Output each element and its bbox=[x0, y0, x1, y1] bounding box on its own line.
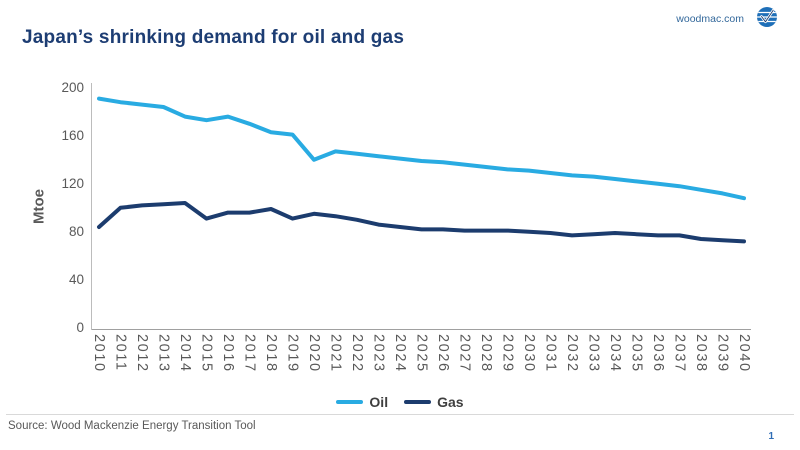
page-number: 1 bbox=[768, 431, 774, 442]
legend-item-oil: Oil bbox=[336, 394, 388, 410]
legend-swatch-oil-icon bbox=[336, 399, 364, 405]
x-axis-tick-label: 2035 bbox=[628, 334, 645, 373]
y-axis-tick-label: 160 bbox=[61, 128, 84, 143]
x-axis-tick-label: 2033 bbox=[585, 334, 602, 373]
x-axis-tick-label: 2020 bbox=[306, 334, 322, 373]
legend-item-gas: Gas bbox=[404, 394, 464, 410]
x-axis-tick-label: 2012 bbox=[134, 334, 150, 373]
y-axis-tick-label: 120 bbox=[61, 176, 84, 191]
x-axis-tick-label: 2028 bbox=[478, 334, 494, 373]
y-axis-tick-label: 0 bbox=[76, 320, 84, 335]
demand-line-chart bbox=[91, 83, 751, 330]
footer-divider bbox=[6, 414, 794, 415]
x-axis-tick-label: 2031 bbox=[542, 334, 559, 373]
x-axis-tick-label: 2038 bbox=[693, 334, 709, 373]
y-axis-tick-label: 40 bbox=[68, 272, 84, 287]
x-axis-tick-label: 2015 bbox=[198, 334, 215, 373]
page-title: Japan’s shrinking demand for oil and gas bbox=[22, 27, 405, 48]
series-line-gas bbox=[97, 201, 746, 244]
legend-label: Gas bbox=[437, 394, 464, 410]
x-axis-tick-label: 2010 bbox=[91, 334, 107, 373]
source-note: Source: Wood Mackenzie Energy Transition… bbox=[8, 420, 256, 432]
x-axis-tick-label: 2037 bbox=[671, 334, 688, 373]
x-axis-tick-label: 2036 bbox=[650, 334, 666, 373]
x-axis-tick-label: 2032 bbox=[564, 334, 580, 373]
woodmac-link[interactable]: woodmac.com bbox=[676, 13, 744, 25]
x-axis-tick-label: 2039 bbox=[714, 334, 731, 373]
x-axis-tick-label: 2018 bbox=[263, 334, 279, 373]
x-axis-tick-label: 2024 bbox=[392, 334, 408, 373]
legend-label: Oil bbox=[369, 394, 389, 410]
x-axis-tick-label: 2021 bbox=[327, 334, 344, 373]
x-axis-tick-label: 2030 bbox=[521, 334, 537, 373]
x-axis-tick-label: 2027 bbox=[456, 334, 473, 373]
x-axis-tick-label: 2017 bbox=[241, 334, 258, 373]
y-axis-tick-label: 80 bbox=[68, 224, 84, 239]
chart-legend: Oil Gas bbox=[0, 394, 800, 410]
x-axis-tick-label: 2022 bbox=[349, 334, 365, 373]
x-axis-tick-label: 2034 bbox=[607, 334, 623, 373]
x-axis-tick-label: 2016 bbox=[220, 334, 236, 373]
y-axis-tick-label: 200 bbox=[61, 80, 84, 95]
series-line-oil bbox=[97, 96, 746, 201]
x-axis-tick-label: 2025 bbox=[413, 334, 430, 373]
x-axis-tick-label: 2011 bbox=[112, 334, 129, 372]
legend-swatch-gas-icon bbox=[404, 399, 432, 405]
x-axis-tick-label: 2014 bbox=[177, 334, 193, 373]
x-axis-tick-label: 2013 bbox=[155, 334, 172, 373]
x-axis-tick-label: 2029 bbox=[499, 334, 516, 373]
x-axis-tick-label: 2023 bbox=[370, 334, 387, 373]
x-axis-tick-label: 2040 bbox=[736, 334, 752, 373]
x-axis-tick-label: 2026 bbox=[435, 334, 451, 373]
woodmac-logo-icon bbox=[757, 7, 777, 27]
x-axis-tick-label: 2019 bbox=[284, 334, 301, 373]
